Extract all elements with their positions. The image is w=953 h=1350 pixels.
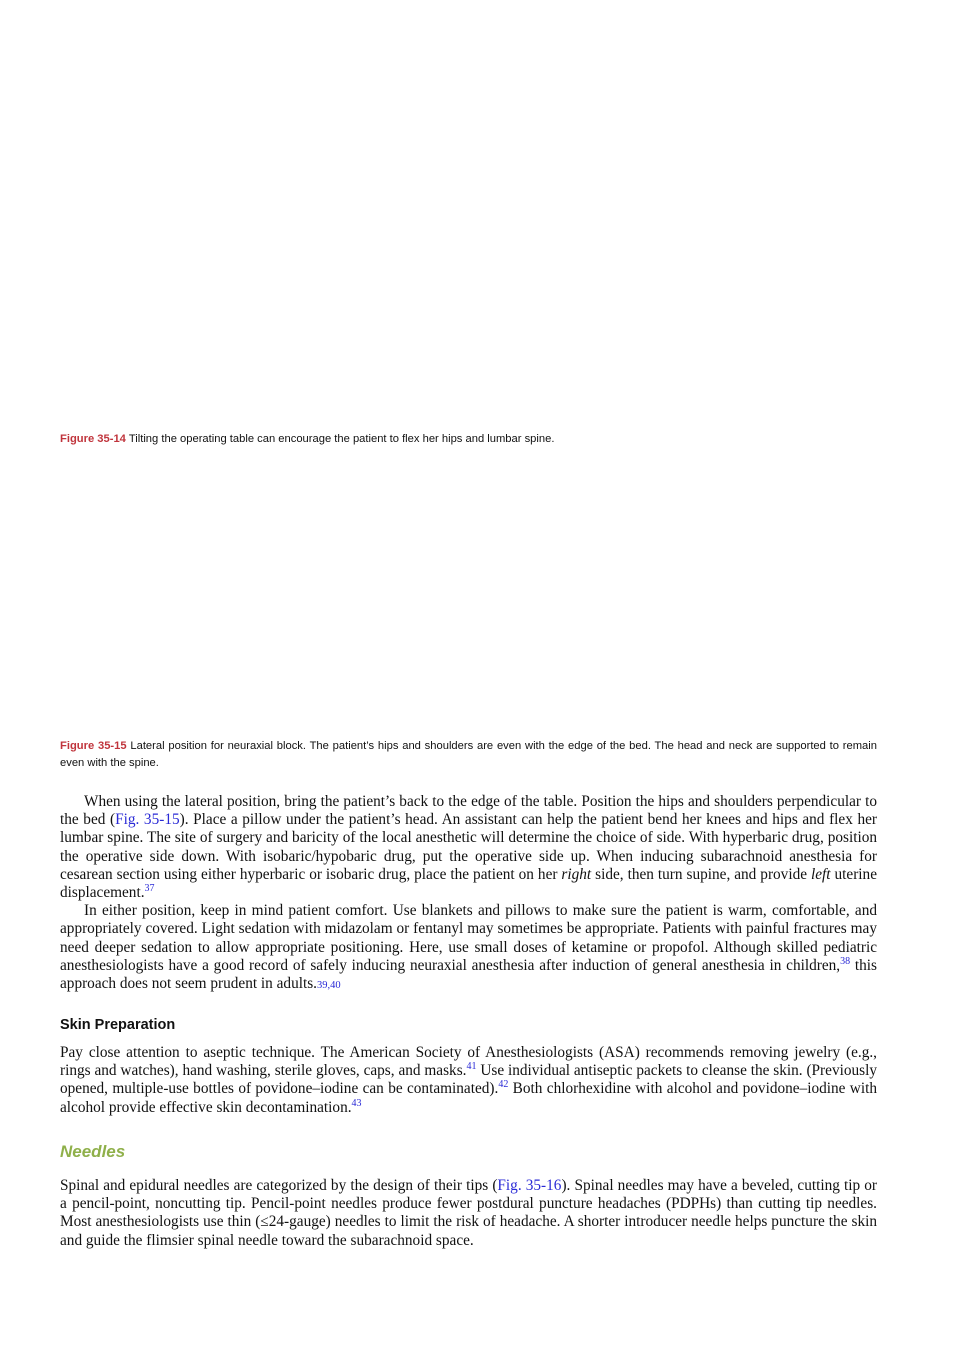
positioning-section: When using the lateral position, bring t… bbox=[60, 793, 877, 995]
needles-section: Spinal and epidural needles are categori… bbox=[60, 1177, 877, 1250]
figure-35-15-caption: Figure 35-15 Lateral position for neurax… bbox=[60, 738, 877, 772]
text-run: side, then turn supine, and provide bbox=[591, 865, 811, 883]
text-run: Spinal and epidural needles are categori… bbox=[60, 1177, 498, 1194]
figure-35-15-caption-text: Lateral position for neuraxial block. Th… bbox=[60, 740, 877, 769]
text-run: uterine displacement. bbox=[60, 865, 877, 902]
figure-35-14-image-area bbox=[60, 40, 877, 425]
text-run: When using the lateral position, bring t… bbox=[60, 793, 877, 829]
figure-35-15-image-area bbox=[60, 460, 877, 730]
figure-35-16-link[interactable]: Fig. 35-16 bbox=[497, 1177, 562, 1194]
figure-35-14-caption-text: Tilting the operating table can encourag… bbox=[125, 433, 555, 445]
text-run: In either position, keep in mind patient… bbox=[60, 902, 877, 974]
reference-39-40-link[interactable]: 39,40 bbox=[317, 980, 341, 992]
text-run: ). Spinal needles may have a beveled, cu… bbox=[60, 1177, 877, 1249]
figure-35-15-link[interactable]: Fig. 35-15 bbox=[115, 811, 180, 829]
figure-35-14-caption: Figure 35-14 Tilting the operating table… bbox=[60, 431, 877, 448]
figure-35-14-label: Figure 35-14 bbox=[60, 433, 126, 445]
paragraph-needles: Spinal and epidural needles are categori… bbox=[60, 1177, 877, 1250]
emphasis-left: left bbox=[811, 865, 831, 883]
text-run: Use individual antiseptic packets to cle… bbox=[60, 1062, 877, 1098]
paragraph-patient-comfort: In either position, keep in mind patient… bbox=[60, 902, 877, 995]
figure-35-15-label: Figure 35-15 bbox=[60, 740, 127, 752]
reference-42-link[interactable]: 42 bbox=[498, 1079, 509, 1091]
paragraph-skin-preparation: Pay close attention to aseptic technique… bbox=[60, 1044, 877, 1117]
reference-38-link[interactable]: 38 bbox=[840, 955, 851, 967]
text-run: this approach does not seem prudent in a… bbox=[60, 956, 877, 993]
reference-43-link[interactable]: 43 bbox=[351, 1097, 362, 1109]
text-run: Pay close attention to aseptic technique… bbox=[60, 1044, 877, 1080]
reference-41-link[interactable]: 41 bbox=[466, 1061, 477, 1073]
text-run: ). Place a pillow under the patient’s he… bbox=[60, 811, 877, 883]
emphasis-right: right bbox=[561, 865, 592, 883]
needles-heading: Needles bbox=[60, 1142, 126, 1161]
skin-preparation-section: Pay close attention to aseptic technique… bbox=[60, 1044, 877, 1117]
skin-preparation-heading: Skin Preparation bbox=[60, 1017, 176, 1033]
paragraph-lateral-position: When using the lateral position, bring t… bbox=[60, 793, 877, 902]
text-run: Both chlorhexidine with alcohol and povi… bbox=[60, 1080, 877, 1116]
reference-37-link[interactable]: 37 bbox=[144, 883, 155, 895]
